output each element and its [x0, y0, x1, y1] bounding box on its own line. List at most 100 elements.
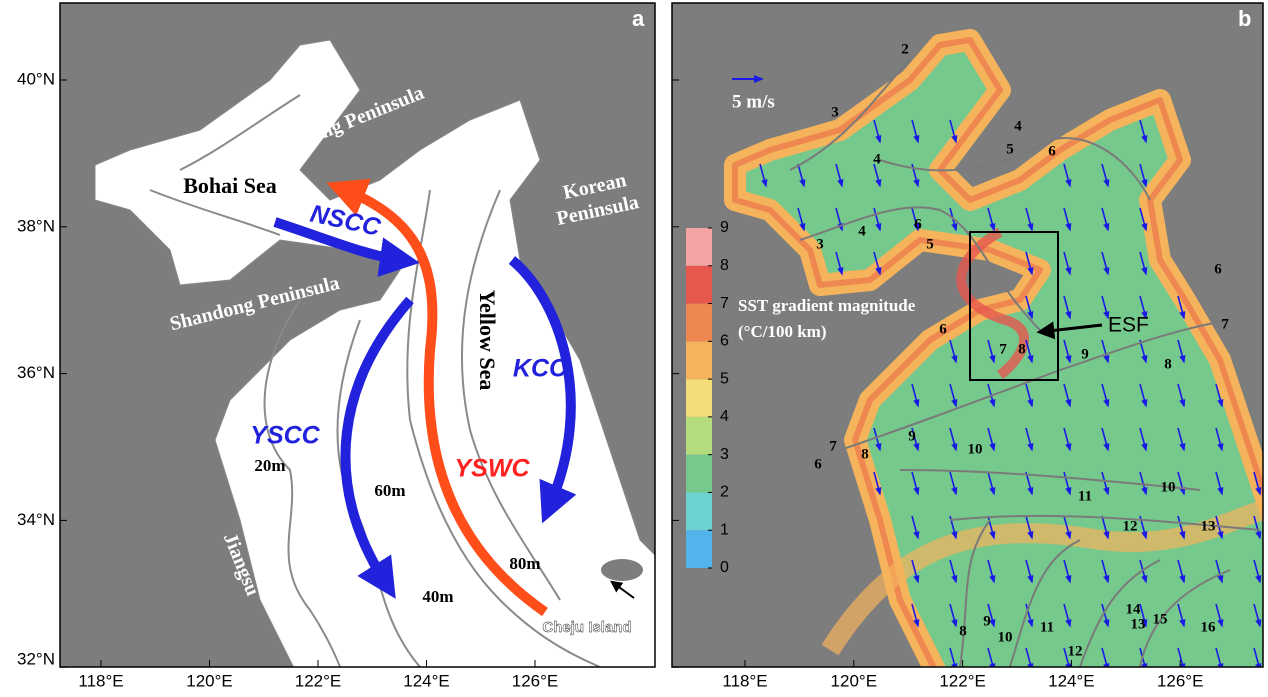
colorbar-segment: [686, 303, 712, 342]
esf-box: [969, 231, 1059, 381]
map-label: KCC: [513, 355, 568, 383]
nscc-arrow: [273, 217, 420, 277]
isobaths: [149, 94, 601, 667]
wind-arrow: [1177, 339, 1186, 364]
wind-arrow: [911, 559, 920, 584]
frame-b: [671, 2, 1264, 668]
map-label: YSCC: [250, 422, 320, 450]
wind-arrow: [1177, 295, 1186, 320]
wind-arrow: [1025, 207, 1034, 232]
contour-label: 8: [861, 446, 869, 462]
wind-arrow: [911, 603, 920, 628]
contour-label: 9: [983, 613, 991, 629]
wind-arrow: [1177, 515, 1186, 540]
contour-label: 14: [1126, 601, 1142, 617]
wind-arrow: [949, 559, 958, 584]
colorbar-segment: [686, 454, 712, 493]
contour-label: 11: [1078, 488, 1092, 504]
wind-arrow: [1025, 427, 1034, 452]
wind-arrow: [1063, 163, 1072, 188]
colorbar-label: 3: [720, 446, 729, 463]
cheju-island: [599, 557, 645, 583]
colorbar-segment: [686, 416, 712, 455]
contour-label: 9: [1081, 346, 1089, 362]
contour-label: 5: [1006, 141, 1014, 157]
contour-label: 15: [1153, 611, 1168, 627]
colorbar-segment: [686, 265, 712, 304]
wind-arrow: [987, 339, 996, 364]
wind-arrow: [1025, 603, 1034, 628]
wind-arrow: [1025, 251, 1034, 276]
wind-arrow: [1025, 471, 1034, 496]
wind-arrow: [1063, 295, 1072, 320]
isotherms: [789, 59, 1261, 667]
wind-arrow: [1139, 119, 1148, 144]
contour-label: 13: [1131, 616, 1146, 632]
x-tick-label: 126°E: [512, 671, 559, 690]
pointer: [610, 580, 635, 599]
wind-arrow: [949, 471, 958, 496]
contour-label: 3: [816, 236, 824, 252]
contour-label: 6: [814, 456, 822, 472]
wind-arrow: [1025, 339, 1034, 364]
wind-arrow: [1177, 383, 1186, 408]
wind-arrow: [1139, 207, 1148, 232]
wind-arrow: [1101, 515, 1110, 540]
wind-arrow: [987, 427, 996, 452]
wind-arrow: [1101, 251, 1110, 276]
x-tick-label: 120°E: [186, 671, 233, 690]
front-band: [732, 37, 1263, 667]
colorbar-segment: [686, 492, 712, 531]
contour-label: 6: [914, 216, 922, 232]
wind-arrow: [987, 207, 996, 232]
wind-arrow: [911, 207, 920, 232]
map-label: Cheju Island: [542, 619, 631, 636]
wind-arrow: [1139, 339, 1148, 364]
map-label: 60m: [374, 481, 405, 500]
contour-label: 8: [959, 623, 967, 639]
wind-arrow: [949, 119, 958, 144]
wind-arrow: [1215, 603, 1224, 628]
y-tick-label: 40°N: [17, 69, 55, 88]
contour-label: 7: [1221, 316, 1229, 332]
wind-arrow: [1101, 383, 1110, 408]
map-label: 20m: [254, 456, 285, 475]
wind-arrow: [987, 603, 996, 628]
contour-label: 4: [858, 223, 866, 239]
colorbar-label: 6: [720, 333, 729, 350]
colorbar-label: 1: [720, 521, 729, 538]
wind-arrow: [1063, 471, 1072, 496]
contour-label: 9: [908, 428, 916, 444]
x-tick-label: 126°E: [1157, 671, 1204, 690]
wind-arrow: [1253, 559, 1262, 584]
wind-arrow: [797, 163, 806, 188]
wind-arrow: [949, 339, 958, 364]
wind-arrow: [1215, 427, 1224, 452]
wind-arrow: [1063, 515, 1072, 540]
panel-letter: a: [632, 6, 645, 31]
wind-arrow: [1215, 383, 1224, 408]
y-tick-label: 34°N: [17, 510, 55, 529]
contour-label: 6: [939, 321, 947, 337]
scale-label: 5 m/s: [732, 91, 775, 112]
x-tick-label: 118°E: [78, 671, 123, 690]
wind-arrow: [1253, 515, 1262, 540]
contour-label: 6: [1048, 143, 1056, 159]
ywsc-arrow: [326, 178, 548, 617]
wind-arrow: [1139, 427, 1148, 452]
y-tick-label: 38°N: [17, 216, 55, 235]
wind-arrow: [1101, 295, 1110, 320]
wind-arrow: [911, 119, 920, 144]
wind-arrow: [949, 427, 958, 452]
colorbar-label: 0: [720, 559, 729, 576]
colorbar-title: SST gradient magnitude: [738, 296, 916, 315]
x-tick-label: 120°E: [831, 671, 878, 690]
wind-arrow: [949, 383, 958, 408]
wind-arrow: [1139, 163, 1148, 188]
wind-arrow: [873, 207, 882, 232]
x-tick-label: 124°E: [403, 671, 450, 690]
x-tick-label: 122°E: [939, 671, 986, 690]
wind-arrow: [759, 163, 768, 188]
